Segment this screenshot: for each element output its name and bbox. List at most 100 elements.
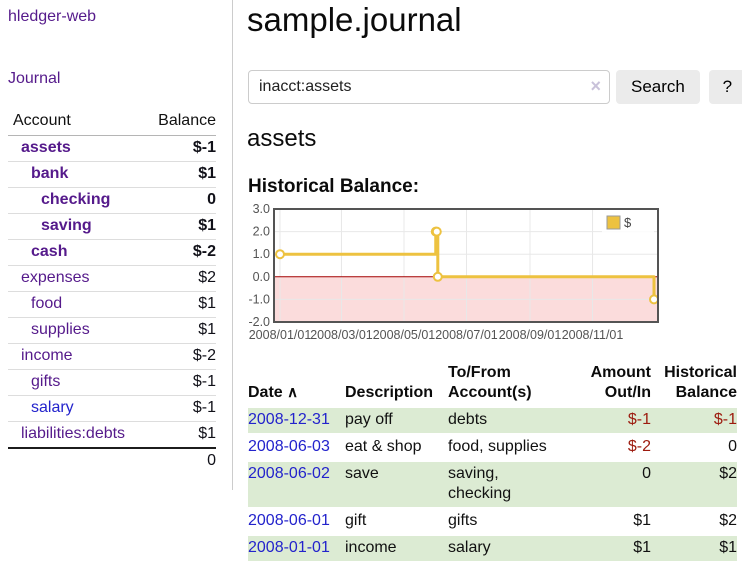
register-row: 2008-01-01 income salary $1 $1 <box>248 536 737 561</box>
register-balance-cell: $2 <box>651 462 737 507</box>
register-description-cell: gift <box>345 512 367 529</box>
sidebar-item-journal[interactable]: Journal <box>8 70 61 87</box>
account-link-cash[interactable]: cash <box>31 243 68 260</box>
account-name-cell: checking <box>8 187 148 214</box>
register-header-date[interactable]: Date ∧ <box>248 384 299 401</box>
account-link-liabilities-debts[interactable]: liabilities:debts <box>21 425 126 442</box>
account-link-salary[interactable]: salary <box>31 399 74 416</box>
register-amount-cell: 0 <box>560 462 651 507</box>
data-point-marker <box>431 226 442 237</box>
account-balance: $-2 <box>147 239 216 266</box>
account-name-cell: cash <box>8 239 148 266</box>
account-balance: $1 <box>147 291 216 318</box>
account-link-income[interactable]: income <box>21 347 73 364</box>
search-help-button[interactable]: ? <box>708 70 742 104</box>
sort-asc-icon: ∧ <box>287 384 299 401</box>
register-balance-cell: $1 <box>651 536 737 561</box>
register-row: 2008-06-03 eat & shop food, supplies $-2 0 <box>248 435 737 460</box>
account-row: cash $-2 <box>8 239 216 266</box>
register-balance-cell: 0 <box>728 438 737 455</box>
account-balance: $-2 <box>147 343 216 370</box>
account-name-cell: liabilities:debts <box>8 422 147 449</box>
register-row: 2008-06-01 gift gifts $1 $2 <box>248 509 737 534</box>
account-name-cell: salary <box>8 395 148 422</box>
register-amount-cell: $-2 <box>627 438 651 455</box>
accounts-table: Account Balance assets $-1 bank $1 checking 0… <box>8 109 216 474</box>
x-tick-label: 2008/11/01 <box>562 328 624 342</box>
register-date-link[interactable]: 2008-01-01 <box>248 539 330 556</box>
sidebar-nav: Journal <box>8 70 216 88</box>
register-amount-cell: $-1 <box>560 408 651 433</box>
account-row: expenses $2 <box>8 265 216 292</box>
data-point-marker <box>432 271 443 282</box>
account-row: assets $-1 <box>8 135 216 162</box>
account-row: bank $1 <box>8 161 216 188</box>
register-date-cell: 2008-12-31 <box>248 408 345 433</box>
y-tick-label: -2.0 <box>248 315 270 329</box>
accounts-header-account: Account <box>8 109 148 136</box>
accounts-total-row: 0 <box>8 447 216 474</box>
y-tick-label: 2.0 <box>253 225 270 239</box>
account-balance: $1 <box>147 161 216 188</box>
y-tick-label: 3.0 <box>253 203 270 216</box>
register-date-cell: 2008-01-01 <box>248 536 345 561</box>
account-link-saving[interactable]: saving <box>41 217 92 234</box>
account-heading: assets <box>247 125 317 152</box>
data-point-marker <box>649 294 659 305</box>
account-balance: $1 <box>198 425 216 442</box>
search-input[interactable] <box>248 70 610 104</box>
register-date-link[interactable]: 2008-06-01 <box>248 512 330 529</box>
data-point-marker <box>275 249 285 260</box>
register-row: 2008-06-02 save saving, checking 0 $2 <box>248 462 737 507</box>
app-title-link[interactable]: hledger-web <box>8 8 97 25</box>
account-link-food[interactable]: food <box>31 295 63 312</box>
account-link-expenses[interactable]: expenses <box>21 269 90 286</box>
register-description-cell: pay off <box>345 408 448 433</box>
register-description-cell: income <box>345 536 448 561</box>
account-name-cell: saving <box>8 213 148 240</box>
account-balance: $2 <box>147 265 216 292</box>
account-link-checking[interactable]: checking <box>41 191 111 208</box>
historical-balance-label: Historical Balance: <box>248 176 420 197</box>
register-header-balance: Historical Balance <box>664 364 737 401</box>
register-balance-cell: $2 <box>719 512 737 529</box>
x-tick-label: 2008/01/01 <box>249 328 312 342</box>
account-name-cell: supplies <box>8 317 148 344</box>
register-description-cell: eat & shop <box>345 438 422 455</box>
account-name-cell: expenses <box>8 265 148 292</box>
account-name-cell: income <box>8 343 148 370</box>
register-accounts-cell: gifts <box>448 512 478 529</box>
account-link-supplies[interactable]: supplies <box>31 321 90 338</box>
account-link-gifts[interactable]: gifts <box>31 373 61 390</box>
register-header-amount: Amount Out/In <box>590 364 651 401</box>
register-accounts-cell: debts <box>448 408 560 433</box>
x-tick-label: 2008/09/01 <box>499 328 562 342</box>
register-date-cell: 2008-06-03 <box>248 435 345 460</box>
register-amount-cell: $1 <box>560 536 651 561</box>
register-date-link[interactable]: 2008-12-31 <box>248 411 330 428</box>
register-amount-cell: $1 <box>633 512 651 529</box>
account-row: saving $1 <box>8 213 216 240</box>
account-link-assets[interactable]: assets <box>21 139 71 156</box>
account-link-bank[interactable]: bank <box>31 165 69 182</box>
register-date-link[interactable]: 2008-06-02 <box>248 465 330 482</box>
register-table-body: 2008-12-31 pay off debts $-1 $-1 2008-06-03 ea… <box>248 408 737 561</box>
accounts-total-value: 0 <box>147 447 216 474</box>
page-title: sample.journal <box>247 1 462 38</box>
clear-search-icon[interactable]: × <box>590 76 601 96</box>
search-button[interactable]: Search <box>616 70 700 104</box>
account-name-cell: gifts <box>8 369 148 396</box>
register-date-link[interactable]: 2008-06-03 <box>248 438 330 455</box>
account-row: gifts $-1 <box>8 369 216 396</box>
accounts-header-balance: Balance <box>147 109 216 136</box>
y-tick-label: -1.0 <box>248 292 270 306</box>
account-row: income $-2 <box>8 343 216 370</box>
account-balance: 0 <box>147 187 216 214</box>
register-accounts-cell: food, supplies <box>448 438 547 455</box>
account-row: food $1 <box>8 291 216 318</box>
x-tick-label: 2008/07/01 <box>435 328 498 342</box>
register-date-cell: 2008-06-01 <box>248 509 345 534</box>
register-row: 2008-12-31 pay off debts $-1 $-1 <box>248 408 737 433</box>
account-balance: $1 <box>147 213 216 240</box>
register-description-cell: save <box>345 462 448 507</box>
